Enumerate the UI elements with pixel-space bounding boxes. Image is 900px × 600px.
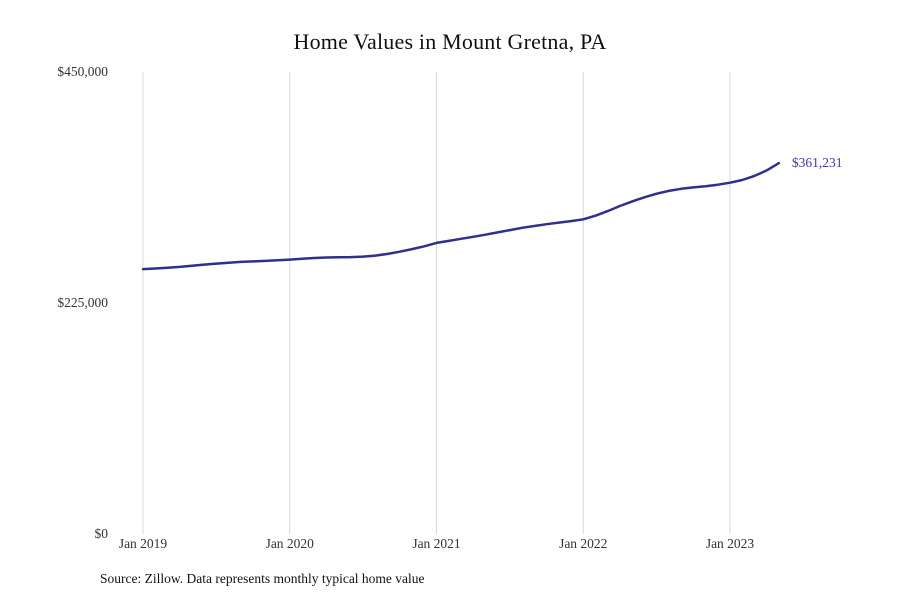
x-tick-label: Jan 2023 [705,536,755,551]
y-tick-label: $450,000 [57,64,108,79]
x-tick-label: Jan 2022 [559,536,608,551]
chart-title: Home Values in Mount Gretna, PA [293,29,607,54]
x-tick-label: Jan 2019 [118,536,168,551]
x-tick-label: Jan 2021 [412,536,461,551]
latest-value-label: $361,231 [791,155,843,171]
home-value-series-line [141,161,781,271]
y-tick-label: $225,000 [57,295,108,310]
y-tick-label: $0 [94,526,109,541]
source-note: Source: Zillow. Data represents monthly … [100,571,425,586]
x-tick-label: Jan 2020 [265,536,314,551]
